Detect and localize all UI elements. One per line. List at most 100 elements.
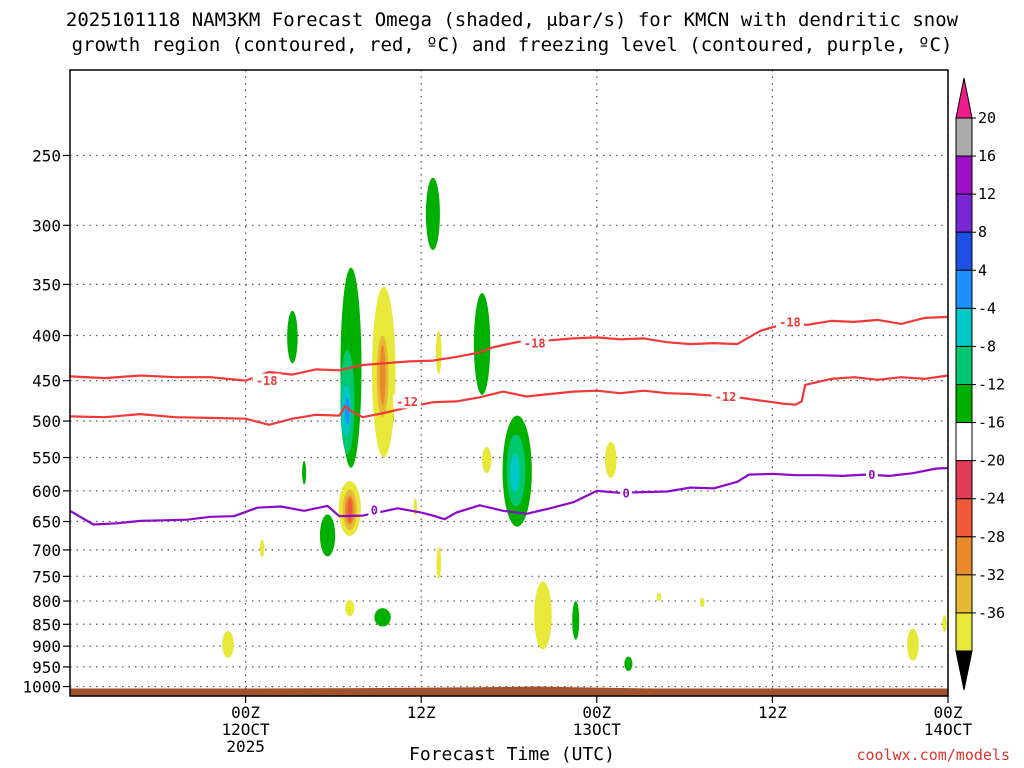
y-tick-label: 300 (32, 216, 61, 235)
contour-label-bg (368, 503, 381, 518)
omega-cell (473, 293, 491, 395)
omega-cell (379, 344, 386, 406)
omega-cell (656, 592, 662, 602)
omega-cell (907, 628, 919, 661)
colorbar-segment (955, 384, 973, 424)
contour-label: -18 (524, 337, 546, 351)
x-tick-label: 12Z (407, 703, 436, 722)
contour-line (70, 374, 948, 426)
colorbar-label: -20 (978, 452, 1005, 470)
colorbar-label: -4 (978, 299, 996, 317)
colorbar-segment (955, 117, 973, 157)
contour-label: 0 (371, 504, 378, 518)
colorbar-segment (955, 193, 973, 233)
terrain (70, 686, 948, 696)
omega-cell (572, 601, 580, 640)
y-tick-label: 650 (32, 513, 61, 532)
colorbar-bottom-arrow (955, 650, 973, 691)
colorbar: 20 16 12 8 4 -4 -8 -12 -16 -20 -24 -28 -32 -36 (955, 77, 1005, 691)
contour-labels: -18 -18 -18 -12 -12 0 0 0 (252, 314, 878, 518)
colorbar-label: -12 (978, 376, 1005, 394)
colorbar-label: -16 (978, 414, 1005, 432)
colorbar-label: -24 (978, 490, 1005, 508)
contour-label: -12 (715, 390, 737, 404)
y-tick-label: 950 (32, 658, 61, 677)
contour-label: -18 (256, 374, 278, 388)
y-tick-label: 500 (32, 412, 61, 431)
y-tick-label: 400 (32, 327, 61, 346)
colorbar-segment (955, 612, 973, 652)
colorbar-segment (955, 155, 973, 195)
y-tick-label: 350 (32, 275, 61, 294)
omega-cell (604, 441, 617, 478)
colorbar-segment (955, 498, 973, 538)
contour-label-bg (711, 389, 740, 404)
x-tick-date: 12OCT (222, 720, 271, 739)
colorbar-label: 20 (978, 109, 996, 127)
omega-cell (222, 630, 234, 658)
omega-cell (374, 608, 391, 627)
x-tick-label: 00Z (582, 703, 611, 722)
omega-cell (345, 600, 355, 617)
y-tick-label: 600 (32, 482, 61, 501)
omega-cell (992, 627, 1001, 645)
colorbar-label: -36 (978, 604, 1005, 622)
omega-cell (319, 514, 336, 557)
y-tick-label: 750 (32, 567, 61, 586)
x-tick-label: 00Z (231, 703, 260, 722)
terrain-fill (70, 686, 948, 696)
colorbar-segment (955, 307, 973, 347)
colorbar-segment (955, 345, 973, 385)
y-tick-label: 1000 (22, 678, 61, 697)
contour-label-bg (252, 373, 281, 388)
colorbar-segment (955, 536, 973, 576)
omega-cell (302, 460, 307, 485)
omega-cell (998, 645, 1010, 652)
plot-frame (69, 69, 949, 697)
contour-label: -12 (396, 395, 418, 409)
chart-title-line2: growth region (contoured, red, ºC) and f… (71, 34, 953, 56)
omega-cell (425, 177, 440, 251)
omega-cell (699, 597, 705, 608)
contour-label: 0 (622, 486, 629, 500)
colorbar-label: 8 (978, 223, 987, 241)
y-tick-label: 850 (32, 615, 61, 634)
contour-label-bg (775, 314, 804, 329)
colorbar-segment (955, 422, 973, 462)
omega-cell (534, 581, 552, 650)
colorbar-label: -28 (978, 528, 1005, 546)
omega-cell (482, 446, 492, 474)
omega-cell (435, 330, 442, 374)
x-tick-label: 00Z (934, 703, 963, 722)
y-tick-label: 250 (32, 146, 61, 165)
contour-label-bg (620, 485, 633, 500)
contours (70, 315, 948, 526)
contour-label-bg (393, 394, 422, 409)
y-tick-label: 800 (32, 592, 61, 611)
omega-cell (510, 454, 520, 493)
chart-title-line1: 2025101118 NAM3KM Forecast Omega (shaded… (65, 9, 959, 31)
contour-label-bg (865, 467, 878, 482)
x-tick-date: 14OCT (924, 720, 973, 739)
colorbar-segment (955, 460, 973, 500)
contour-label: 0 (868, 468, 875, 482)
x-axis-title: Forecast Time (UTC) (409, 744, 615, 765)
colorbar-label: 16 (978, 147, 996, 165)
colorbar-segment (955, 231, 973, 271)
omega-cell (347, 498, 353, 522)
omega-shading (222, 177, 1010, 671)
colorbar-segment (955, 574, 973, 614)
y-tick-label: 700 (32, 541, 61, 560)
omega-cell (345, 397, 350, 425)
omega-cell (287, 310, 298, 364)
contour-line (70, 315, 948, 382)
colorbar-label: -32 (978, 566, 1005, 584)
contour-line (70, 467, 948, 526)
colorbar-label: -8 (978, 337, 996, 355)
contour-label-bg (520, 336, 549, 351)
omega-cell (259, 539, 265, 557)
x-tick-year: 2025 (226, 737, 265, 756)
site-credit: coolwx.com/models (856, 746, 1010, 764)
